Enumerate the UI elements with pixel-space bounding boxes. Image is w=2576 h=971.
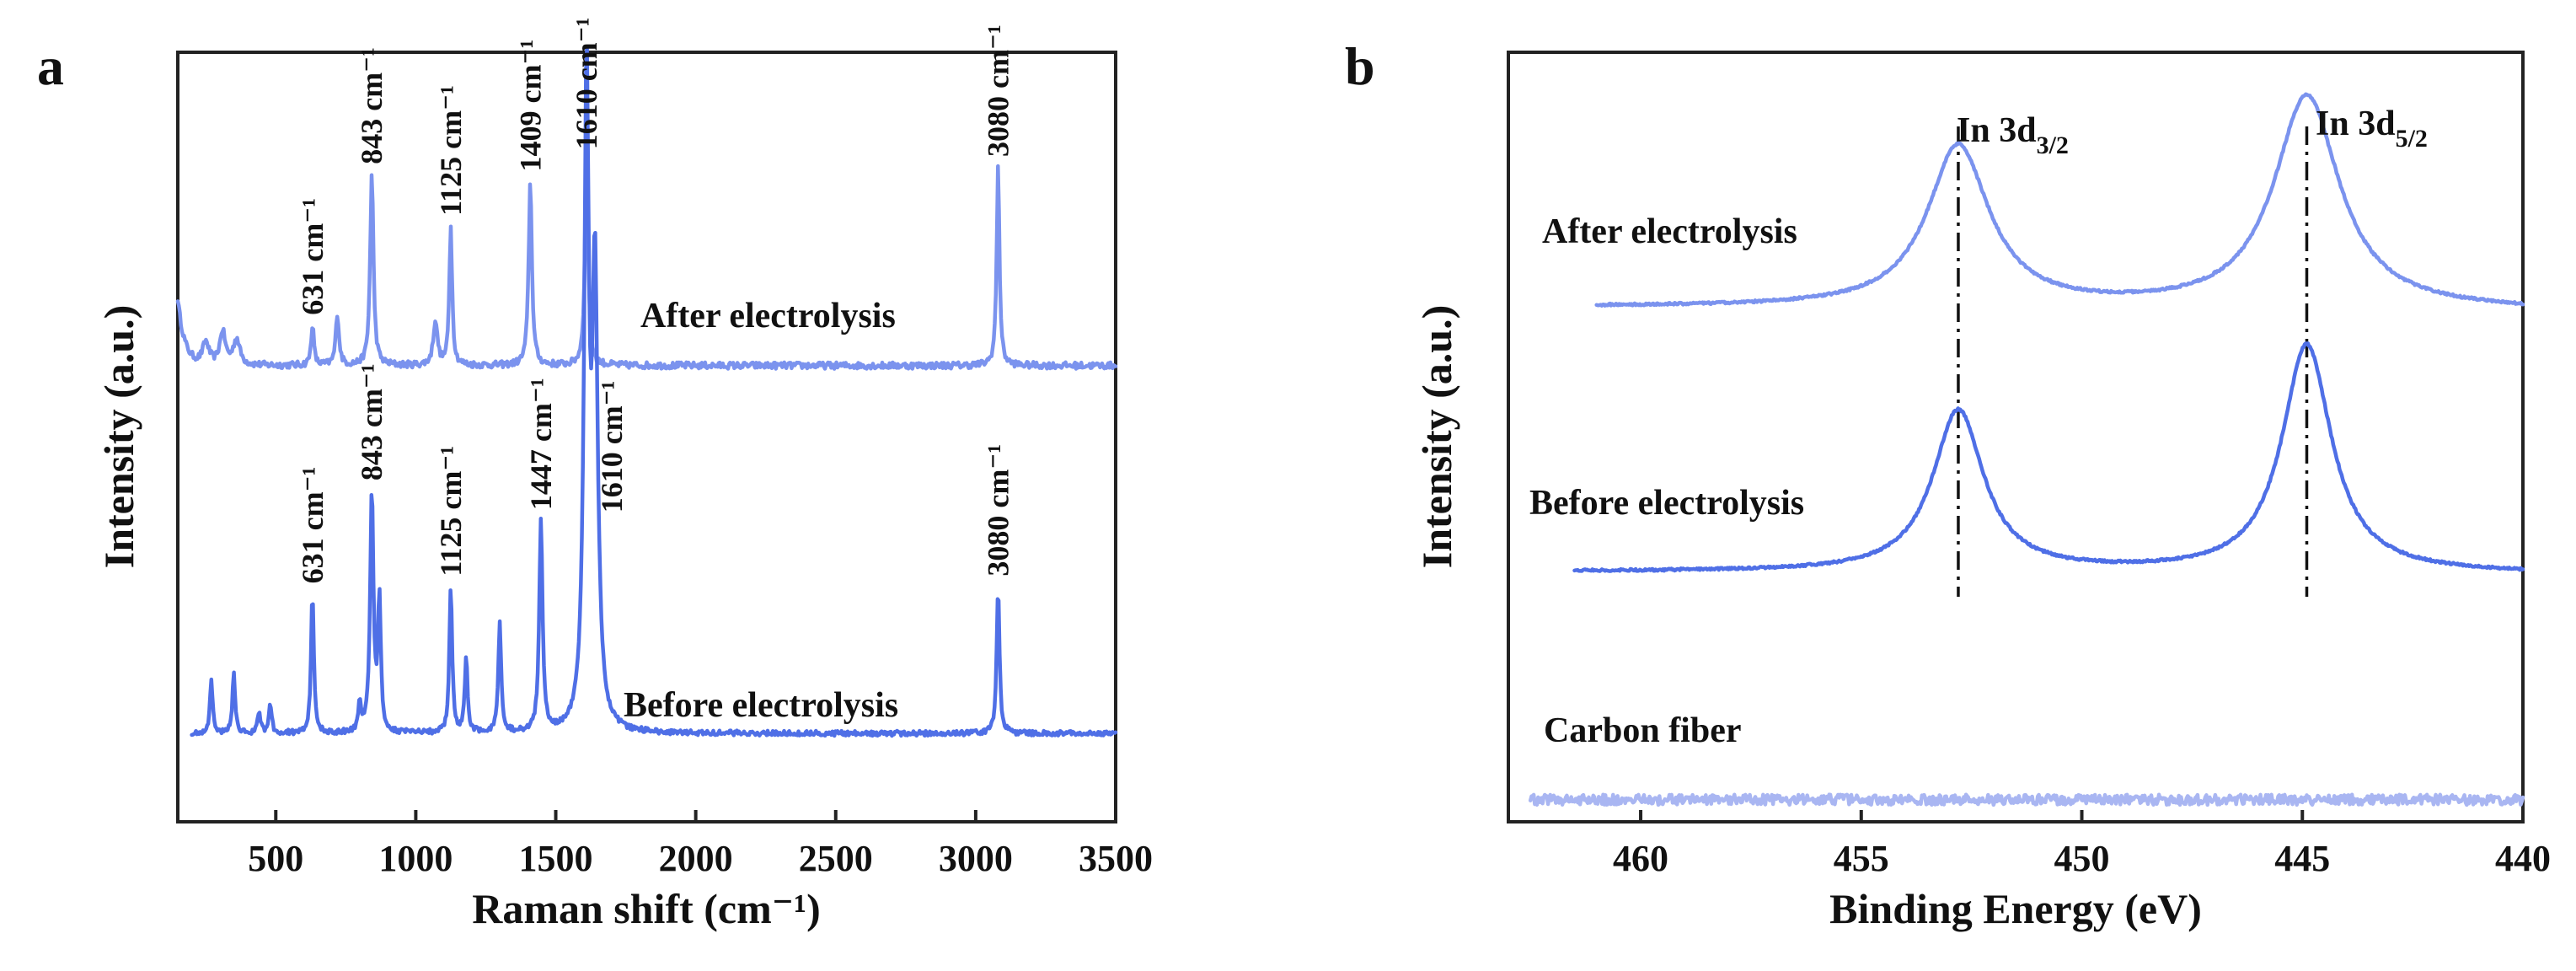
panel-a-peak-label: 631 cm⁻¹ (296, 198, 329, 315)
panel-b-peak-label: In 3d3/2 (1957, 111, 2069, 159)
panel-a-peak-label: 631 cm⁻¹ (296, 467, 329, 584)
panel-b-x-tick-label: 445 (2274, 838, 2330, 879)
panel-a-peak-label: 1125 cm⁻¹ (434, 446, 468, 577)
panel-b-legend-before-electrolysis: Before electrolysis (1529, 484, 1804, 523)
panel-a-legend-before-electrolysis: Before electrolysis (624, 686, 898, 725)
panel-b-legend-carbon-fiber: Carbon fiber (1544, 711, 1742, 750)
panel-a-series-before-electrolysis (190, 46, 1118, 738)
panel-a-x-tick-label: 3000 (939, 838, 1013, 879)
panel-a-peak-label: 1447 cm⁻¹ (524, 378, 558, 510)
panel-b-series-after-electrolysis (1594, 92, 2525, 308)
panel-b-y-axis-title: Intensity (a.u.) (1413, 305, 1460, 569)
panel-a-x-tick-label: 3500 (1079, 838, 1153, 879)
panel-b-xps-chart: b 460 455 450 445 440 In 3d3/2In 3d5/2 After… (1345, 36, 2551, 932)
panel-a-x-tick-label: 1000 (378, 838, 453, 879)
panel-b-x-tick-label: 440 (2495, 838, 2551, 879)
panel-a-x-tick-label: 500 (248, 838, 303, 879)
panel-a-peak-label: 1409 cm⁻¹ (513, 40, 547, 172)
panel-b-axes-frame (1507, 51, 2525, 823)
panel-b-x-tick-label: 450 (2054, 838, 2110, 879)
panel-a-raman-chart: a 500 1000 1500 2000 2500 3000 3500 631 cm⁻¹ 84… (37, 18, 1153, 932)
peak-label-main: In 3d (1957, 111, 2037, 150)
panel-a-legend-after-electrolysis: After electrolysis (640, 297, 896, 335)
panel-b-x-tick-label: 455 (1834, 838, 1889, 879)
panel-a-x-tick-label: 2500 (799, 838, 873, 879)
peak-label-subscript: 3/2 (2037, 131, 2069, 159)
panel-a-peak-label: 1610 cm⁻¹ (595, 381, 629, 513)
panel-a-x-axis-title: Raman shift (cm⁻¹) (472, 885, 821, 932)
panel-a-x-tick-label: 2000 (659, 838, 733, 879)
panel-label-b: b (1345, 36, 1375, 96)
panel-a-peak-label: 1125 cm⁻¹ (434, 85, 468, 216)
panel-b-x-axis-title: Binding Energy (eV) (1829, 885, 2202, 932)
peak-label-main: In 3d (2316, 105, 2396, 143)
panel-b-series-before-electrolysis (1572, 341, 2525, 573)
panel-b-legend-after-electrolysis: After electrolysis (1542, 212, 1797, 251)
panel-a-peak-label: 3080 cm⁻¹ (982, 444, 1015, 577)
panel-label-a: a (37, 36, 64, 96)
panel-a-peak-label: 1610 cm⁻¹ (570, 18, 603, 150)
panel-a-axes-frame (176, 51, 1117, 823)
panel-b-series-carbon-fiber (1528, 792, 2525, 807)
panel-a-y-axis-title: Intensity (a.u.) (95, 305, 142, 569)
panel-a-peak-label: 3080 cm⁻¹ (982, 24, 1015, 157)
panel-a-x-tick-label: 1500 (519, 838, 593, 879)
panel-b-x-tick-label: 460 (1613, 838, 1668, 879)
panel-b-peak-label: In 3d5/2 (2316, 105, 2428, 153)
peak-label-subscript: 5/2 (2396, 125, 2428, 153)
panel-a-series-after-electrolysis (175, 159, 1118, 371)
panel-a-peak-label: 843 cm⁻¹ (355, 47, 388, 164)
panel-a-peak-label: 843 cm⁻¹ (355, 363, 388, 480)
